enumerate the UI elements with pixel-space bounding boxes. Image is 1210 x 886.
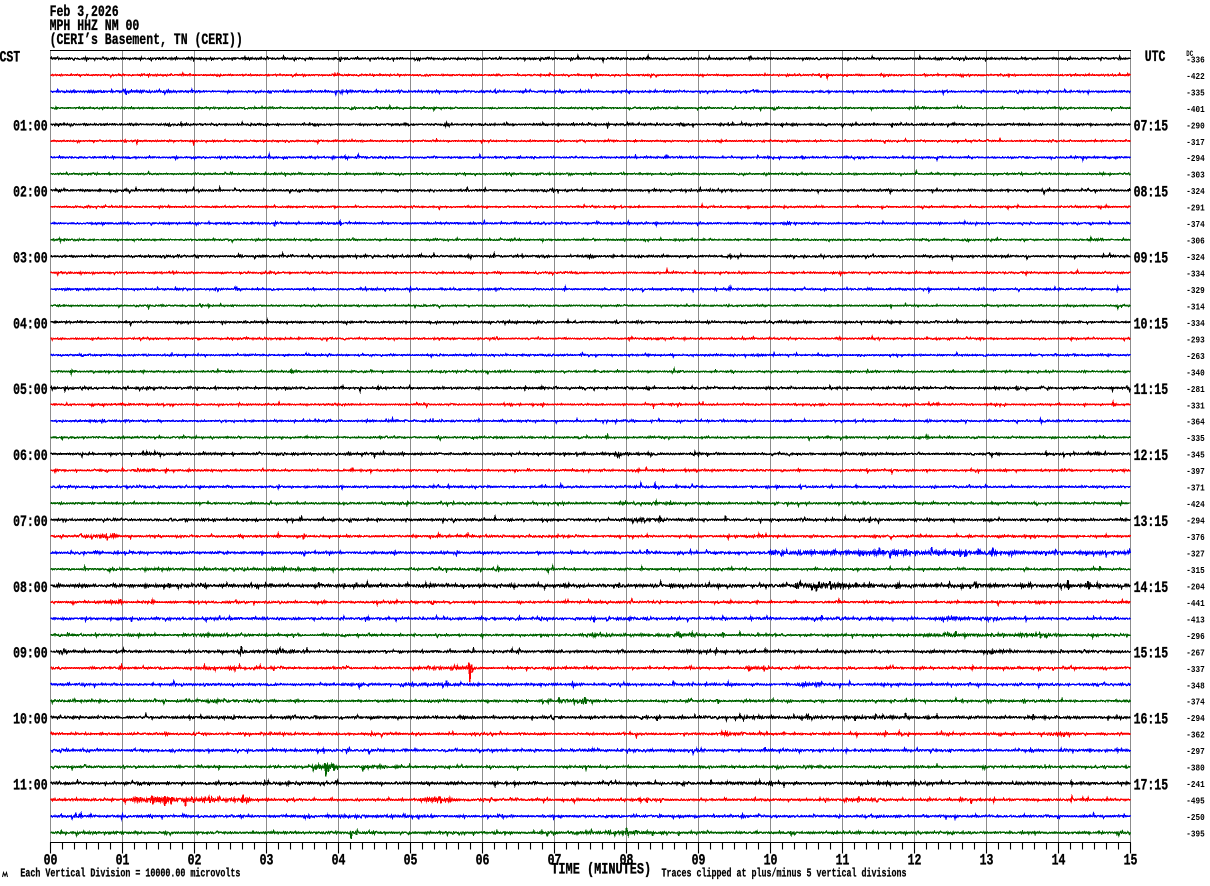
svg-text:01: 01 [116,851,130,869]
svg-text:09:00: 09:00 [13,645,48,663]
svg-text:05:00: 05:00 [13,381,48,399]
svg-text:04: 04 [332,851,346,869]
svg-text:-345: -345 [1186,450,1205,461]
svg-text:14: 14 [1052,851,1066,869]
svg-text:-291: -291 [1186,203,1205,214]
svg-text:-296: -296 [1186,631,1204,642]
svg-text:13:15: 13:15 [1134,513,1169,531]
svg-text:13: 13 [980,851,994,869]
svg-text:TIME (MINUTES): TIME (MINUTES) [551,860,651,878]
svg-text:-364: -364 [1186,417,1205,428]
svg-text:CST: CST [0,49,20,67]
svg-text:-329: -329 [1186,285,1204,296]
svg-text:-395: -395 [1186,828,1205,839]
svg-text:14:15: 14:15 [1134,579,1169,597]
svg-text:-250: -250 [1186,812,1204,823]
svg-text:10: 10 [764,851,778,869]
svg-text:-362: -362 [1186,730,1204,741]
svg-text:-335: -335 [1186,87,1205,98]
svg-text:11:15: 11:15 [1134,381,1169,399]
svg-text:15: 15 [1124,851,1138,869]
svg-text:-336: -336 [1186,54,1204,65]
svg-text:17:15: 17:15 [1134,776,1169,794]
svg-text:07:15: 07:15 [1134,118,1169,136]
svg-text:-374: -374 [1186,219,1205,230]
svg-text:MPH HHZ NM 00: MPH HHZ NM 00 [50,17,140,35]
svg-text:08:00: 08:00 [13,579,48,597]
svg-text:-340: -340 [1186,367,1204,378]
svg-text:01:00: 01:00 [13,118,48,136]
svg-text:Feb 3,2026: Feb 3,2026 [50,3,119,21]
svg-text:-335: -335 [1186,433,1205,444]
svg-text:-495: -495 [1186,796,1205,807]
svg-text:07:00: 07:00 [13,513,48,531]
svg-text:-306: -306 [1186,236,1204,247]
svg-text:06: 06 [476,851,490,869]
svg-text:12: 12 [908,851,922,869]
svg-text:(CERI’s Basement, TN (CERI)): (CERI’s Basement, TN (CERI)) [50,31,243,49]
svg-text:08:15: 08:15 [1134,184,1169,202]
svg-text:12:15: 12:15 [1134,447,1169,465]
svg-text:03:00: 03:00 [13,249,48,267]
svg-text:-334: -334 [1186,269,1205,280]
svg-text:-376: -376 [1186,532,1204,543]
svg-text:Traces clipped at plus/minus 5: Traces clipped at plus/minus 5 vertical … [662,867,907,881]
svg-text:-294: -294 [1186,713,1205,724]
svg-text:16:15: 16:15 [1134,711,1169,729]
svg-text:08: 08 [620,851,634,869]
svg-text:-297: -297 [1186,746,1204,757]
svg-text:-293: -293 [1186,334,1205,345]
svg-text:-303: -303 [1186,170,1205,181]
svg-text:-422: -422 [1186,71,1204,82]
svg-text:-413: -413 [1186,614,1205,625]
svg-text:09: 09 [692,851,706,869]
svg-text:-294: -294 [1186,516,1205,527]
svg-text:-424: -424 [1186,499,1205,510]
svg-text:-315: -315 [1186,565,1205,576]
svg-text:-324: -324 [1186,186,1205,197]
svg-text:06:00: 06:00 [13,447,48,465]
svg-text:-263: -263 [1186,351,1205,362]
svg-text:-314: -314 [1186,301,1205,312]
svg-text:-290: -290 [1186,120,1204,131]
svg-text:02:00: 02:00 [13,184,48,202]
svg-text:-380: -380 [1186,763,1204,774]
svg-text:09:15: 09:15 [1134,249,1169,267]
svg-text:-334: -334 [1186,318,1205,329]
svg-text:07: 07 [548,851,562,869]
svg-text:00: 00 [44,851,58,869]
svg-text:-317: -317 [1186,137,1204,148]
svg-text:-401: -401 [1186,104,1205,115]
svg-text:-441: -441 [1186,598,1205,609]
svg-text:Each Vertical Division = 10000: Each Vertical Division = 10000.00 microv… [20,867,240,881]
svg-text:11:00: 11:00 [13,776,48,794]
svg-text:-324: -324 [1186,252,1205,263]
svg-text:10:00: 10:00 [13,711,48,729]
svg-text:-331: -331 [1186,400,1205,411]
svg-text:03: 03 [260,851,274,869]
svg-text:15:15: 15:15 [1134,645,1169,663]
svg-text:10:15: 10:15 [1134,315,1169,333]
svg-text:04:00: 04:00 [13,315,48,333]
svg-text:-371: -371 [1186,483,1205,494]
svg-text:-327: -327 [1186,549,1204,560]
svg-text:-294: -294 [1186,153,1205,164]
svg-text:02: 02 [188,851,202,869]
svg-text:-374: -374 [1186,697,1205,708]
svg-text:-267: -267 [1186,647,1204,658]
svg-text:UTC: UTC [1145,48,1166,66]
svg-text:-397: -397 [1186,466,1204,477]
svg-text:-348: -348 [1186,680,1205,691]
svg-text:-241: -241 [1186,779,1205,790]
svg-text:-204: -204 [1186,581,1205,592]
svg-text:DC: DC [1186,50,1193,59]
svg-text:11: 11 [836,851,850,869]
svg-text:-337: -337 [1186,664,1204,675]
svg-text:-281: -281 [1186,384,1205,395]
svg-text:05: 05 [404,851,418,869]
